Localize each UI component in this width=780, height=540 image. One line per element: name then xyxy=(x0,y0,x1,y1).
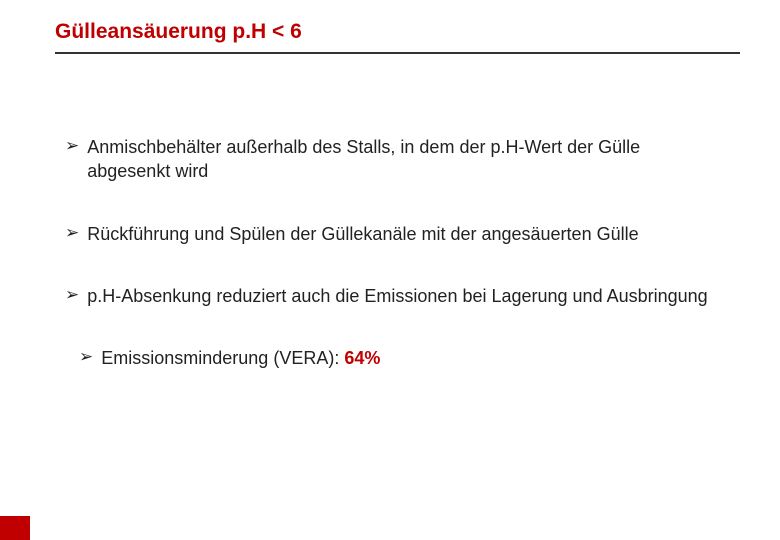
list-item-text: p.H-Absenkung reduziert auch die Emissio… xyxy=(87,284,720,308)
highlight-value: 64% xyxy=(344,348,380,368)
title-block: Gülleansäuerung p.H < 6 xyxy=(55,20,740,54)
triangle-bullet-icon: ➢ xyxy=(65,222,79,245)
list-item-text: Emissionsminderung (VERA): 64% xyxy=(101,346,720,370)
list-item: ➢ Rückführung und Spülen der Güllekanäle… xyxy=(65,222,720,246)
triangle-bullet-icon: ➢ xyxy=(65,284,79,307)
list-item: ➢ Emissionsminderung (VERA): 64% xyxy=(79,346,720,370)
list-item: ➢ Anmischbehälter außerhalb des Stalls, … xyxy=(65,135,720,184)
title-underline xyxy=(55,52,740,54)
slide: Gülleansäuerung p.H < 6 ➢ Anmischbehälte… xyxy=(0,0,780,540)
list-item-text: Rückführung und Spülen der Güllekanäle m… xyxy=(87,222,720,246)
list-item: ➢ p.H-Absenkung reduziert auch die Emiss… xyxy=(65,284,720,308)
triangle-bullet-icon: ➢ xyxy=(79,346,93,369)
footer-accent-strip xyxy=(0,516,30,540)
list-item-prefix: Emissionsminderung (VERA): xyxy=(101,348,344,368)
slide-title: Gülleansäuerung p.H < 6 xyxy=(55,20,740,44)
bullet-list: ➢ Anmischbehälter außerhalb des Stalls, … xyxy=(65,135,720,370)
triangle-bullet-icon: ➢ xyxy=(65,135,79,158)
list-item-text: Anmischbehälter außerhalb des Stalls, in… xyxy=(87,135,720,184)
